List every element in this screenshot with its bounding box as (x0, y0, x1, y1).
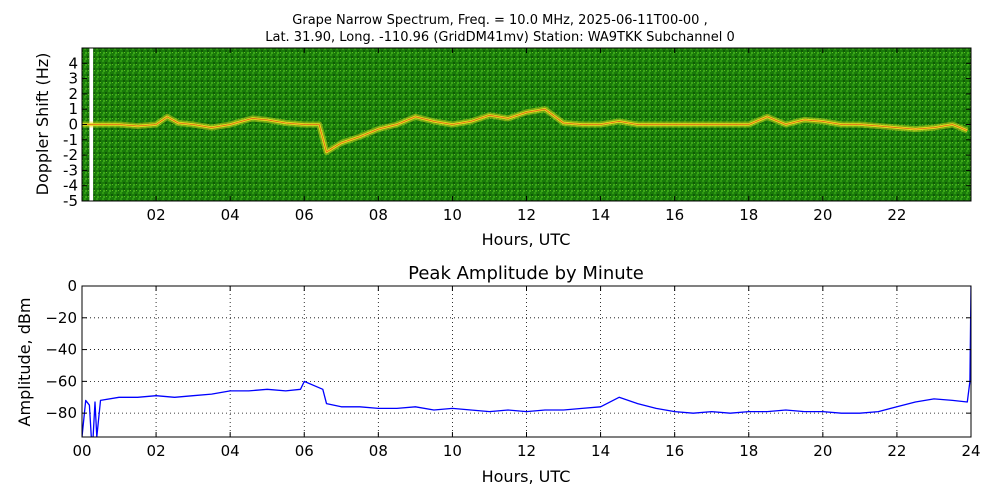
spectrogram-x-tick-label: 10 (443, 206, 462, 224)
amplitude-y-ticks: 0 −20 −40 −60 −80 (45, 277, 971, 422)
amplitude-panel: Peak Amplitude by Minute 00 02 04 06 08 10 12 1… (15, 263, 981, 486)
spectrogram-x-axis-label: Hours, UTC (482, 230, 571, 249)
amplitude-x-tick-label: 14 (591, 442, 610, 460)
amplitude-x-tick-label: 04 (221, 442, 240, 460)
spectrogram-y-tick-label: 2 (68, 85, 78, 103)
amplitude-y-tick-label: 0 (67, 277, 77, 295)
amplitude-x-tick-label: 22 (887, 442, 906, 460)
spectrogram-x-tick-label: 22 (887, 206, 906, 224)
amplitude-y-tick-label: −80 (45, 404, 77, 422)
spectrogram-y-tick-label: -1 (63, 131, 78, 149)
amplitude-x-tick-label: 24 (961, 442, 980, 460)
spectrogram-y-tick-label: -5 (63, 192, 78, 210)
spectrogram-x-ticks: 02 04 06 08 10 12 14 16 18 20 22 (147, 48, 906, 224)
spectrogram-y-tick-label: -2 (63, 146, 78, 164)
figure-title-line-1: Grape Narrow Spectrum, Freq. = 10.0 MHz,… (292, 13, 708, 28)
spectrogram-y-tick-label: -3 (63, 161, 78, 179)
amplitude-y-axis-label: Amplitude, dBm (15, 298, 34, 427)
amplitude-x-tick-label: 16 (665, 442, 684, 460)
amplitude-x-tick-label: 00 (72, 442, 91, 460)
amplitude-x-tick-label: 18 (739, 442, 758, 460)
spectrogram-y-axis-label: Doppler Shift (Hz) (33, 53, 52, 196)
amplitude-series-layer (82, 286, 971, 437)
spectrogram-x-tick-label: 12 (517, 206, 536, 224)
amplitude-x-tick-label: 08 (369, 442, 388, 460)
amplitude-series-line (82, 286, 971, 437)
amplitude-y-tick-label: −60 (45, 372, 77, 390)
spectrogram-y-tick-label: 4 (68, 54, 78, 72)
amplitude-y-tick-label: −40 (45, 341, 77, 359)
figure-title-line-2: Lat. 31.90, Long. -110.96 (GridDM41mv) S… (265, 30, 735, 45)
spectrogram-y-tick-label: 3 (68, 70, 78, 88)
amplitude-x-tick-label: 02 (147, 442, 166, 460)
amplitude-x-tick-label: 12 (517, 442, 536, 460)
spectrogram-x-tick-label: 14 (591, 206, 610, 224)
amplitude-chart-title: Peak Amplitude by Minute (408, 263, 644, 284)
amplitude-x-tick-label: 20 (813, 442, 832, 460)
doppler-trace-layer (82, 106, 969, 155)
doppler-trace-core (82, 108, 968, 153)
spectrogram-x-tick-label: 02 (147, 206, 166, 224)
amplitude-x-axis-label: Hours, UTC (482, 467, 571, 486)
spectrogram-x-tick-label: 04 (221, 206, 240, 224)
amplitude-grid (82, 286, 971, 437)
amplitude-y-tick-label: −20 (45, 309, 77, 327)
spectrogram-x-tick-label: 16 (665, 206, 684, 224)
amplitude-x-ticks: 00 02 04 06 08 10 12 14 16 18 20 22 24 (72, 286, 981, 460)
spectrogram-y-tick-label: -4 (63, 177, 78, 195)
spectrogram-y-tick-label: 1 (68, 100, 78, 118)
spectrogram-y-tick-label: 0 (68, 116, 78, 134)
spectrogram-x-tick-label: 06 (295, 206, 314, 224)
amplitude-x-tick-label: 10 (443, 442, 462, 460)
spectrogram-x-tick-label: 08 (369, 206, 388, 224)
spectrogram-x-tick-label: 20 (813, 206, 832, 224)
amplitude-x-tick-label: 06 (295, 442, 314, 460)
spectrogram-x-tick-label: 18 (739, 206, 758, 224)
